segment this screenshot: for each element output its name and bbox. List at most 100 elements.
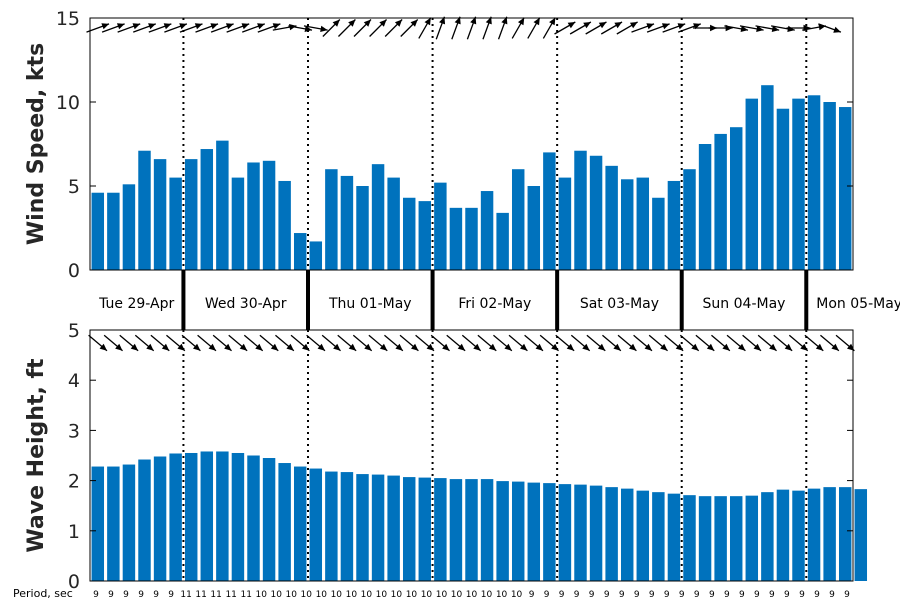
wind-direction-arrow-15	[322, 19, 341, 37]
wind-bar-46	[807, 95, 821, 270]
wave-direction-arrow-14	[306, 334, 326, 352]
wind-bar-7	[200, 149, 214, 270]
wind-bar-36	[652, 197, 665, 270]
arrow-head	[225, 23, 234, 30]
arrow-head	[239, 343, 248, 351]
wind-bar-18	[371, 164, 385, 270]
arrow-head	[646, 23, 655, 30]
period-value-34: 9	[604, 590, 610, 600]
wind-bar-11	[262, 160, 276, 270]
wave-bar-28	[527, 482, 541, 581]
wind-bar-35	[636, 177, 650, 270]
wave-bar-7	[200, 451, 214, 581]
arrow-head	[210, 23, 219, 30]
wave-bar-35	[636, 490, 650, 581]
wind-direction-arrow-42	[739, 25, 764, 33]
wave-direction-arrow-9	[228, 334, 248, 352]
wave-direction-arrow-2	[119, 334, 139, 352]
period-value-33: 9	[589, 590, 595, 600]
period-value-50: 9	[844, 590, 850, 600]
wind-bar-10	[247, 162, 260, 270]
wind-bar-25	[480, 191, 494, 270]
wave-bar-41	[729, 496, 743, 581]
arrow-head	[800, 343, 808, 351]
wind-bar-32	[589, 155, 603, 270]
wave-bar-2	[122, 464, 136, 581]
period-value-1: 9	[108, 590, 114, 600]
period-value-13: 10	[286, 590, 298, 600]
wave-bar-19	[387, 475, 400, 581]
period-value-15: 10	[316, 590, 328, 600]
wind-bar-30	[558, 177, 572, 270]
period-value-29: 9	[529, 590, 535, 600]
arrow-head	[756, 25, 764, 33]
arrow-head	[567, 22, 576, 29]
arrow-head	[130, 343, 139, 351]
wave-bar-25	[480, 479, 494, 581]
wave-direction-arrow-42	[742, 334, 762, 352]
wave-direction-arrow-23	[446, 334, 466, 352]
wind-bar-40	[714, 133, 727, 270]
arrow-head	[224, 343, 232, 351]
arrow-head	[332, 19, 340, 27]
arrow-head	[833, 26, 841, 33]
wind-direction-arrow-40	[708, 24, 733, 32]
wind-bar-27	[511, 169, 525, 270]
period-value-44: 9	[754, 590, 760, 600]
wave-bar-29	[543, 483, 556, 581]
wave-direction-arrow-17	[352, 334, 373, 352]
arrow-head	[769, 343, 777, 351]
wave-bar-9	[231, 452, 245, 581]
arrow-head	[457, 343, 466, 351]
period-value-45: 9	[769, 590, 775, 600]
wave-bar-32	[589, 485, 603, 581]
wind-bar-29	[543, 152, 556, 270]
arrow-head	[815, 343, 824, 351]
wave-bar-4	[153, 456, 167, 581]
arrow-head	[163, 23, 172, 30]
wave-bar-11	[262, 458, 276, 581]
arrow-head	[566, 343, 575, 351]
wave-direction-arrow-30	[555, 334, 575, 352]
wave-direction-arrow-3	[134, 334, 155, 352]
wind-bar-45	[792, 98, 805, 270]
arrow-head	[628, 343, 637, 351]
wave-direction-arrow-25	[477, 334, 497, 352]
wave-y-axis-label: Wave Height, ft	[24, 358, 49, 553]
wave-direction-arrow-31	[570, 334, 591, 352]
wind-direction-arrow-1	[101, 23, 125, 33]
period-value-41: 9	[709, 590, 715, 600]
period-value-43: 9	[739, 590, 745, 600]
period-value-39: 9	[679, 590, 685, 600]
wave-direction-arrow-15	[321, 334, 341, 352]
wind-bar-8	[216, 140, 229, 270]
period-value-37: 9	[649, 590, 655, 600]
arrow-head	[241, 23, 250, 30]
period-value-0: 9	[93, 590, 99, 600]
arrow-head	[677, 23, 686, 30]
wave-bar-45	[792, 490, 805, 581]
wind-direction-arrow-29	[542, 17, 556, 39]
arrow-head	[301, 343, 310, 351]
arrow-head	[533, 17, 540, 26]
wave-bar-48	[838, 487, 852, 581]
wave-direction-arrow-29	[539, 334, 559, 352]
wind-direction-arrow-37	[662, 23, 686, 33]
wave-bar-37	[667, 493, 681, 581]
wave-ytick-label-5: 5	[68, 320, 80, 342]
arrow-head	[535, 343, 543, 351]
wave-bar-33	[605, 487, 618, 581]
wave-bar-5	[169, 453, 182, 581]
wave-direction-arrow-10	[243, 334, 264, 352]
arrow-head	[740, 25, 749, 33]
wave-direction-arrow-18	[368, 334, 388, 352]
wind-direction-arrow-43	[755, 25, 780, 33]
wind-bar-12	[278, 180, 291, 270]
period-title: Period, sec	[13, 587, 73, 600]
arrow-head	[722, 343, 730, 351]
period-value-8: 11	[210, 590, 221, 600]
wind-axes-frame	[89, 17, 854, 271]
wind-bar-48	[838, 107, 852, 270]
wave-bar-15	[325, 471, 338, 581]
